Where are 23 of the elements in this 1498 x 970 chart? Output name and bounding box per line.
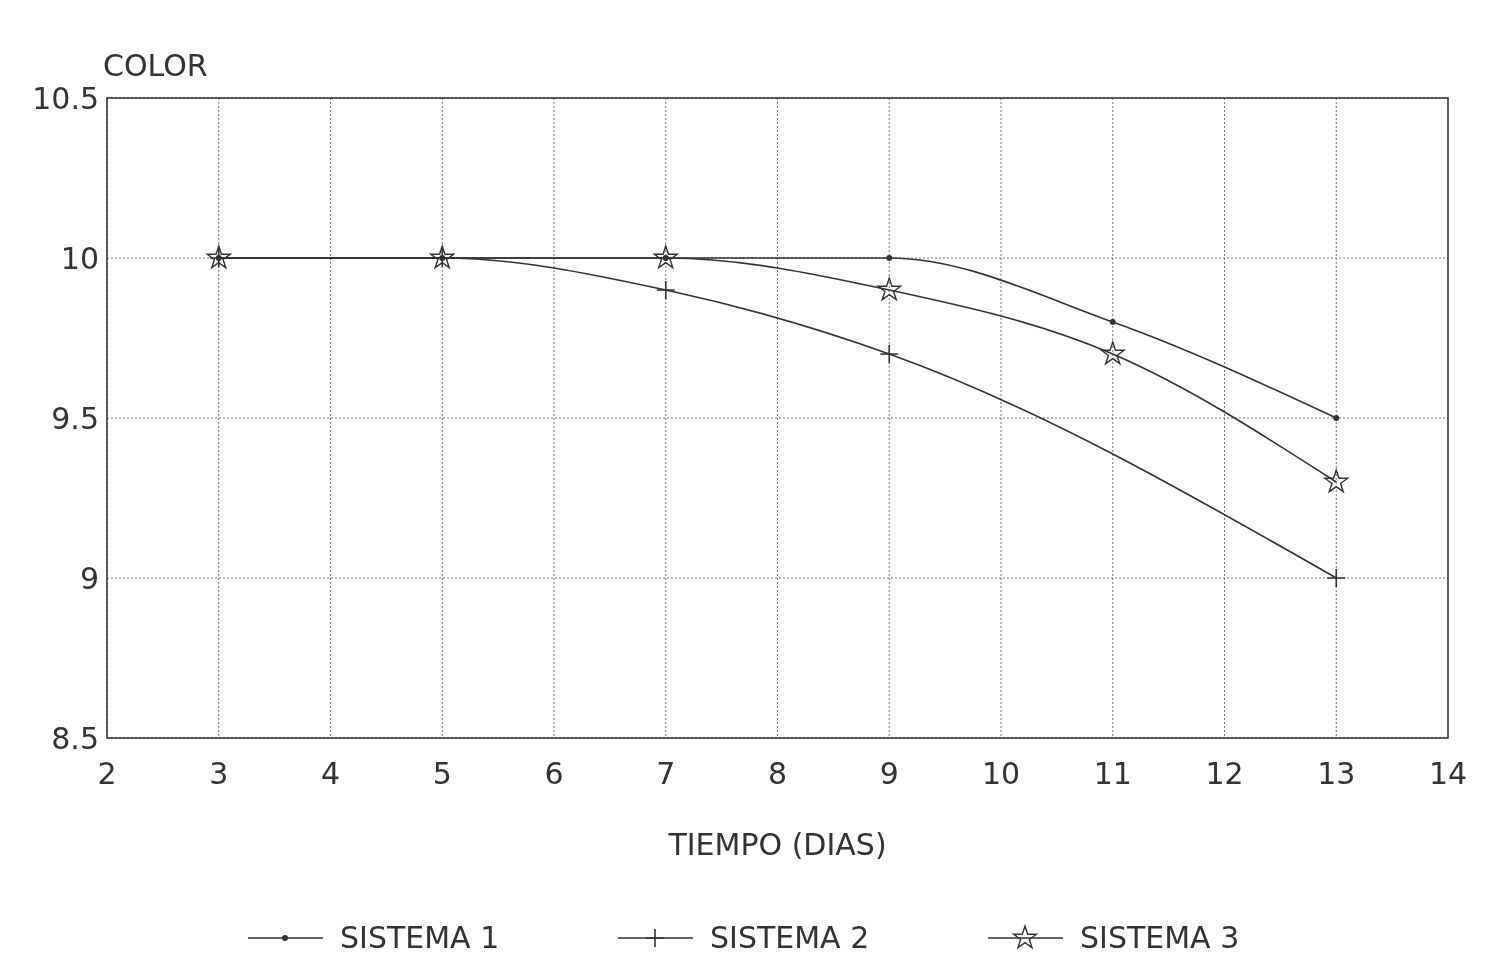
x-tick-label: 12	[1205, 756, 1244, 791]
x-tick-label: 8	[767, 756, 788, 791]
x-tick-label: 5	[432, 756, 452, 791]
legend-label: SISTEMA 1	[340, 920, 500, 955]
x-tick-label: 11	[1093, 756, 1132, 791]
x-tick-label: 7	[656, 756, 676, 791]
y-tick-label: 10	[60, 241, 99, 276]
legend-label: SISTEMA 3	[1080, 920, 1240, 955]
x-tick-label: 6	[544, 756, 564, 791]
x-tick-label: 4	[320, 756, 341, 791]
x-tick-label: 14	[1428, 756, 1468, 791]
x-tick-label: 13	[1317, 756, 1356, 791]
x-axis-title: TIEMPO (DIAS)	[667, 827, 887, 862]
legend-label: SISTEMA 2	[710, 920, 870, 955]
y-axis-title: COLOR	[103, 48, 208, 83]
x-tick-label: 9	[879, 756, 899, 791]
x-tick-label: 2	[97, 756, 117, 791]
y-tick-label: 9.5	[51, 401, 99, 436]
x-tick-label: 3	[209, 756, 229, 791]
y-tick-label: 10.5	[32, 81, 99, 116]
y-tick-label: 8.5	[51, 721, 99, 756]
x-tick-label: 10	[981, 756, 1021, 791]
y-tick-label: 9	[79, 561, 99, 596]
